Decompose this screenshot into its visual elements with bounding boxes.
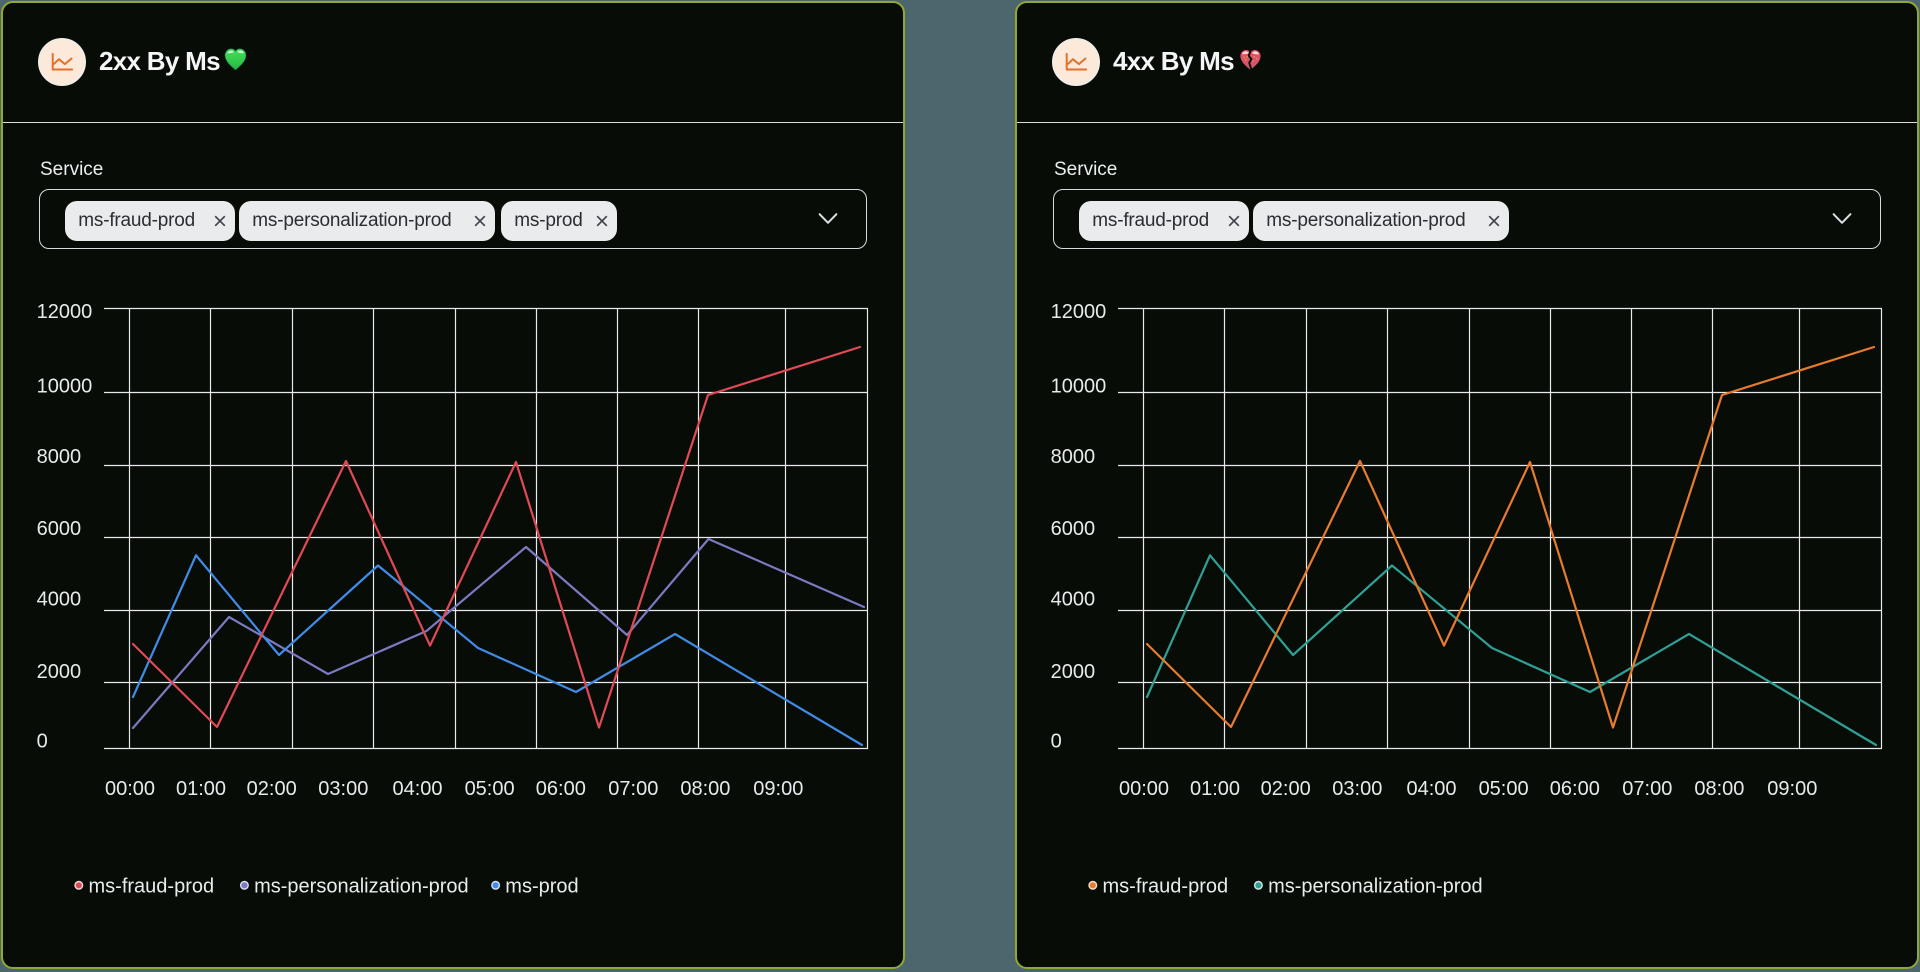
svg-text:01:00: 01:00 (176, 778, 226, 800)
svg-text:8000: 8000 (1051, 446, 1096, 468)
svg-text:ms-personalization-prod: ms-personalization-prod (254, 875, 469, 897)
svg-text:07:00: 07:00 (1622, 778, 1672, 800)
svg-text:ms-fraud-prod: ms-fraud-prod (1103, 875, 1229, 897)
svg-text:05:00: 05:00 (465, 778, 515, 800)
svg-text:03:00: 03:00 (1332, 778, 1382, 800)
svg-text:12000: 12000 (37, 301, 93, 323)
svg-text:02:00: 02:00 (1261, 778, 1311, 800)
svg-text:12000: 12000 (1051, 301, 1107, 323)
svg-text:8000: 8000 (37, 446, 82, 468)
svg-text:ms-personalization-prod: ms-personalization-prod (1268, 875, 1483, 897)
svg-text:09:00: 09:00 (753, 778, 803, 800)
svg-text:02:00: 02:00 (247, 778, 297, 800)
svg-text:2000: 2000 (1051, 661, 1096, 683)
svg-text:04:00: 04:00 (392, 778, 442, 800)
svg-text:6000: 6000 (37, 518, 82, 540)
svg-text:00:00: 00:00 (1119, 778, 1169, 800)
svg-text:06:00: 06:00 (536, 778, 586, 800)
svg-text:2000: 2000 (37, 661, 82, 683)
svg-text:0: 0 (37, 731, 48, 753)
svg-text:06:00: 06:00 (1550, 778, 1600, 800)
svg-text:4000: 4000 (1051, 589, 1096, 611)
svg-text:00:00: 00:00 (105, 778, 155, 800)
svg-text:ms-fraud-prod: ms-fraud-prod (89, 875, 215, 897)
svg-text:08:00: 08:00 (680, 778, 730, 800)
svg-text:04:00: 04:00 (1406, 778, 1456, 800)
svg-text:07:00: 07:00 (608, 778, 658, 800)
svg-text:08:00: 08:00 (1694, 778, 1744, 800)
svg-text:10000: 10000 (37, 375, 93, 397)
svg-text:09:00: 09:00 (1767, 778, 1817, 800)
svg-text:0: 0 (1051, 731, 1062, 753)
svg-text:6000: 6000 (1051, 518, 1096, 540)
svg-text:ms-prod: ms-prod (505, 875, 578, 897)
svg-text:05:00: 05:00 (1479, 778, 1529, 800)
svg-text:01:00: 01:00 (1190, 778, 1240, 800)
svg-text:03:00: 03:00 (318, 778, 368, 800)
svg-text:10000: 10000 (1051, 375, 1107, 397)
svg-text:4000: 4000 (37, 589, 82, 611)
